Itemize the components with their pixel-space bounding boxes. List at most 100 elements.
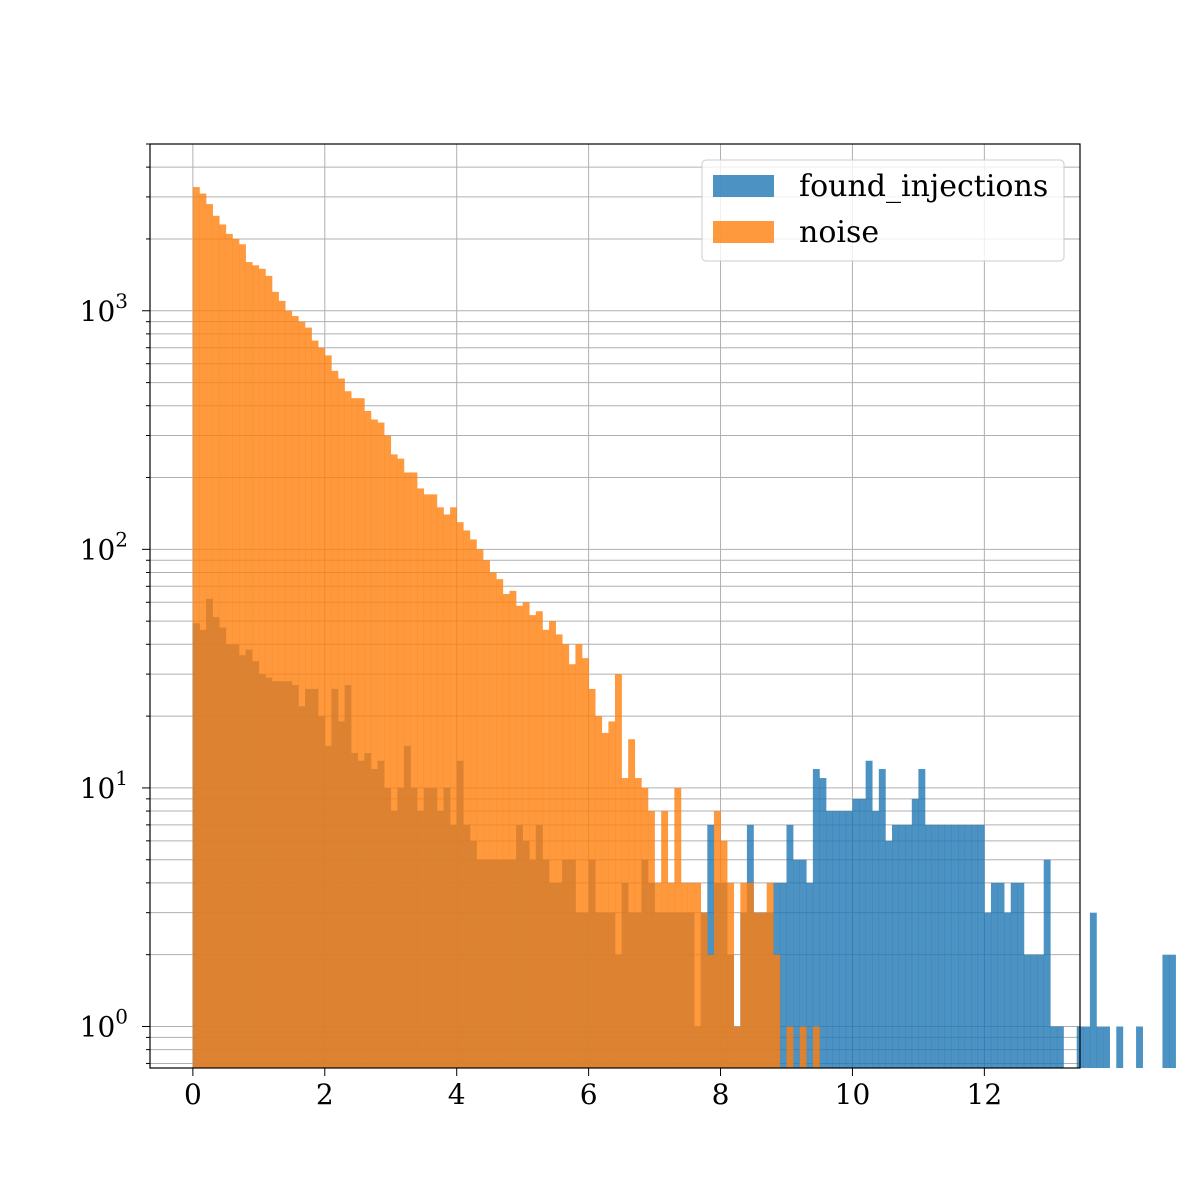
bar-noise — [641, 787, 649, 1068]
bar-found_injections — [971, 824, 979, 1068]
bar-noise — [654, 882, 662, 1068]
plot-frame — [149, 143, 1081, 1069]
bar-noise — [542, 629, 550, 1068]
bar-found_injections — [832, 811, 840, 1068]
bar-found_injections — [1010, 882, 1018, 1068]
bar-noise — [285, 310, 293, 1068]
bar-noise — [707, 954, 715, 1068]
legend-label: noise — [799, 215, 879, 250]
x-tick-label: 6 — [580, 1078, 598, 1111]
y-tick-base: 10 — [80, 295, 116, 328]
bar-noise — [680, 882, 688, 1068]
bar-found_injections — [793, 859, 800, 1068]
bar-noise — [258, 268, 266, 1069]
y-tick-base: 10 — [80, 1011, 116, 1044]
bar-noise — [351, 398, 359, 1069]
bar-noise — [628, 739, 636, 1068]
y-tick-label: 102 — [80, 527, 128, 566]
bar-noise — [423, 494, 431, 1068]
bar-noise — [311, 340, 319, 1068]
bar-found_injections — [859, 798, 866, 1068]
bar-noise — [265, 275, 273, 1068]
bar-noise — [298, 321, 306, 1068]
x-tick-label: 8 — [712, 1078, 730, 1111]
bar-noise — [661, 811, 669, 1068]
bar-noise — [199, 193, 207, 1068]
y-tick-label: 103 — [80, 289, 128, 328]
bar-noise — [568, 664, 576, 1068]
bar-noise — [588, 688, 596, 1068]
legend-label: found_injections — [799, 169, 1048, 204]
bar-found_injections — [951, 824, 959, 1068]
bar-noise — [667, 882, 675, 1068]
bar-noise — [377, 422, 385, 1068]
bar-noise — [727, 882, 735, 1068]
bar-noise — [212, 215, 220, 1069]
bar-noise — [456, 522, 464, 1068]
bar-found_injections — [826, 811, 833, 1068]
bar-noise — [535, 611, 543, 1068]
bar-found_injections — [865, 760, 873, 1068]
bar-noise — [694, 882, 702, 1068]
bar-found_injections — [1089, 912, 1097, 1068]
bar-found_injections — [892, 824, 899, 1068]
bar-noise — [397, 458, 405, 1068]
bar-noise — [516, 605, 523, 1068]
bar-noise — [443, 514, 451, 1068]
bar-noise — [799, 1026, 807, 1068]
bar-found_injections — [1017, 882, 1025, 1068]
bar-noise — [232, 238, 240, 1068]
bar-found_injections — [845, 811, 853, 1068]
bar-found_injections — [839, 811, 847, 1068]
bar-found_injections — [1162, 954, 1170, 1068]
bar-noise — [403, 472, 411, 1069]
x-tick-label: 10 — [835, 1078, 871, 1111]
bar-found_injections — [1136, 1026, 1143, 1068]
bar-noise — [192, 187, 200, 1069]
bar-noise — [562, 644, 570, 1068]
bar-noise — [318, 347, 326, 1069]
bar-noise — [390, 454, 398, 1068]
bar-noise — [206, 204, 213, 1068]
bar-found_injections — [944, 824, 952, 1068]
bar-found_injections — [990, 882, 998, 1068]
x-tick-label: 2 — [316, 1078, 334, 1111]
y-tick-exponent: 3 — [115, 289, 128, 313]
y-tick-exponent: 0 — [115, 1005, 128, 1029]
bar-noise — [647, 811, 655, 1068]
bar-found_injections — [885, 840, 893, 1068]
y-tick-exponent: 2 — [115, 527, 128, 551]
bar-noise — [476, 549, 484, 1068]
bar-noise — [225, 233, 233, 1069]
bar-noise — [582, 658, 589, 1068]
bar-noise — [331, 370, 339, 1068]
bar-found_injections — [977, 824, 985, 1068]
legend-swatch — [713, 221, 774, 243]
bar-noise — [595, 716, 603, 1068]
bar-found_injections — [872, 811, 880, 1068]
histogram-bars — [192, 187, 1176, 1069]
bar-noise — [773, 954, 781, 1068]
bar-noise — [575, 644, 583, 1068]
bar-noise — [305, 327, 312, 1068]
bar-noise — [496, 579, 504, 1068]
bar-noise — [489, 572, 497, 1068]
bar-noise — [245, 262, 253, 1069]
bar-found_injections — [1169, 954, 1176, 1068]
bar-noise — [384, 435, 392, 1068]
bar-noise — [436, 507, 444, 1069]
bar-found_injections — [819, 778, 827, 1068]
bar-found_injections — [964, 824, 972, 1068]
bar-noise — [469, 539, 477, 1068]
bar-noise — [522, 602, 530, 1068]
bar-noise — [463, 530, 471, 1068]
bar-noise — [272, 291, 279, 1068]
bar-noise — [430, 494, 438, 1068]
legend-box — [701, 159, 1065, 262]
bar-noise — [219, 224, 227, 1068]
bar-noise — [766, 882, 774, 1068]
legend-swatch — [713, 175, 774, 197]
